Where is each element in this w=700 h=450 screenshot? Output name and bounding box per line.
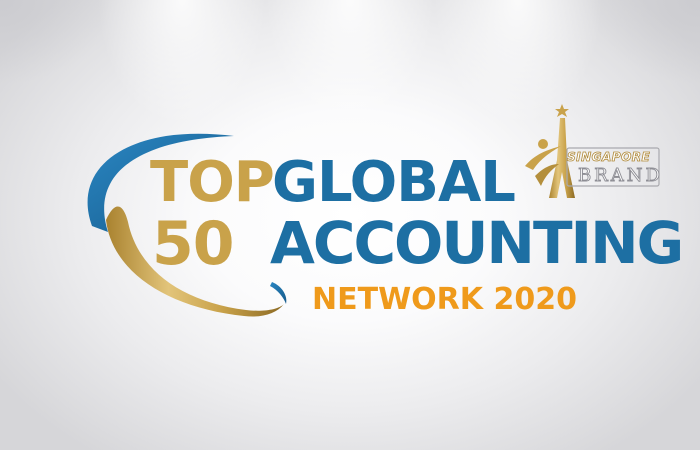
figure-head (538, 139, 548, 149)
star-icon (555, 104, 569, 117)
gold-orbit-arc (106, 206, 284, 317)
global-label: GLOBAL (272, 150, 516, 215)
figure-body (535, 164, 559, 186)
figure-arm (525, 146, 561, 170)
rank-number: 50 (152, 209, 234, 279)
top-label: TOP (150, 150, 275, 215)
brand-frame (566, 147, 660, 187)
blue-orbit-arc (87, 133, 235, 232)
brand-line-singapore: SINGAPORE (567, 150, 651, 165)
tower-icon (549, 118, 575, 198)
network-year-label: NETWORK 2020 (312, 282, 577, 317)
brand-line-brand: BRAND (578, 165, 663, 187)
singapore-brand-logo (525, 104, 660, 198)
accounting-label: ACCOUNTING (270, 209, 684, 277)
blue-orbit-tail (270, 282, 287, 304)
